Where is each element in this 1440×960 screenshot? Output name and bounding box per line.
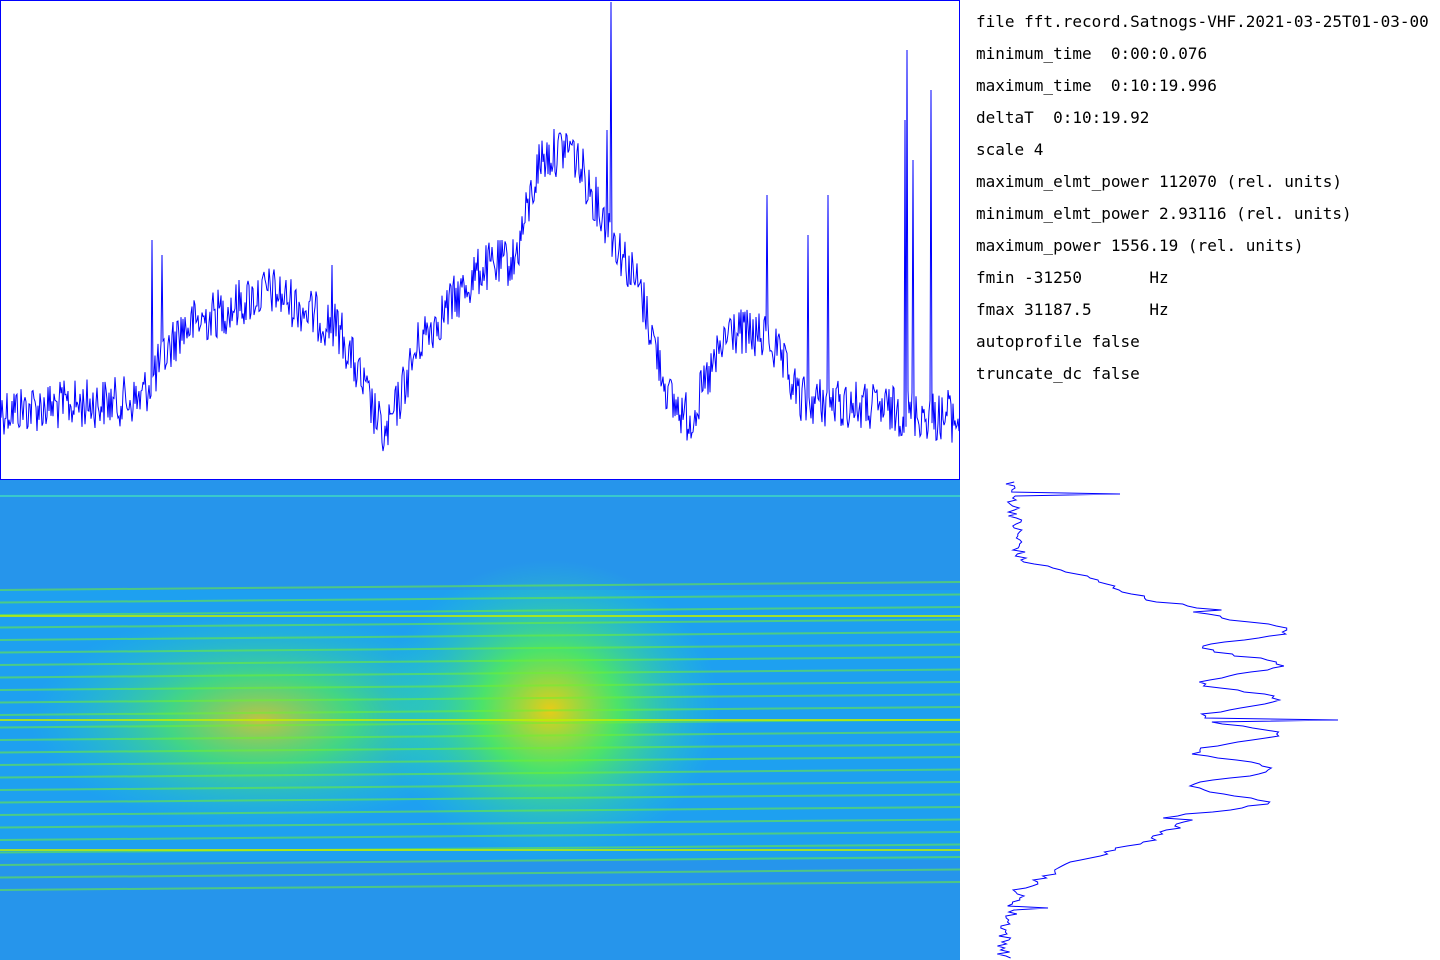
- waterfall-feature: [0, 581, 961, 591]
- info-line: minimum_elmt_power 2.93116 (rel. units): [976, 204, 1352, 223]
- waterfall-feature: [0, 593, 961, 604]
- spectrum-frame: [0, 0, 960, 480]
- waterfall-feature: [0, 768, 961, 779]
- waterfall-feature: [0, 681, 961, 691]
- info-line: maximum_elmt_power 112070 (rel. units): [976, 172, 1343, 191]
- info-line: maximum_time 0:10:19.996: [976, 76, 1217, 95]
- spectrum-line: [0, 1, 960, 452]
- waterfall-layer: [0, 480, 961, 960]
- info-line: maximum_power 1556.19 (rel. units): [976, 236, 1304, 255]
- info-line: file fft.record.Satnogs-VHF.2021-03-25T0…: [976, 12, 1429, 31]
- info-line: deltaT 0:10:19.92: [976, 108, 1150, 127]
- waterfall-feature: [0, 781, 961, 791]
- waterfall-feature: [0, 860, 960, 960]
- waterfall-feature: [0, 693, 961, 704]
- waterfall-feature: [0, 643, 961, 654]
- info-line: truncate_dc false: [976, 364, 1140, 383]
- waterfall-feature: [0, 831, 961, 841]
- waterfall-feature: [0, 868, 961, 879]
- waterfall-feature: [0, 743, 961, 754]
- info-panel: file fft.record.Satnogs-VHF.2021-03-25T0…: [976, 8, 1440, 392]
- waterfall-feature: [0, 806, 961, 816]
- waterfall-feature: [0, 706, 961, 716]
- time-profile: [997, 481, 1339, 959]
- info-line: fmin -31250 Hz: [976, 268, 1169, 287]
- waterfall-feature: [0, 756, 961, 766]
- waterfall-feature: [0, 668, 961, 679]
- waterfall-feature: [0, 818, 961, 829]
- waterfall-feature: [0, 480, 960, 590]
- waterfall-feature: [0, 606, 961, 616]
- waterfall-feature: [0, 881, 961, 891]
- waterfall-feature: [0, 656, 961, 666]
- waterfall-feature: [0, 618, 961, 629]
- waterfall-feature: [0, 731, 961, 741]
- waterfall-feature: [0, 631, 961, 641]
- info-line: autoprofile false: [976, 332, 1140, 351]
- waterfall-feature: [0, 793, 961, 804]
- info-line: fmax 31187.5 Hz: [976, 300, 1169, 319]
- waterfall-feature: [0, 843, 961, 854]
- waterfall-feature: [0, 856, 961, 866]
- info-line: scale 4: [976, 140, 1044, 159]
- info-line: minimum_time 0:00:0.076: [976, 44, 1208, 63]
